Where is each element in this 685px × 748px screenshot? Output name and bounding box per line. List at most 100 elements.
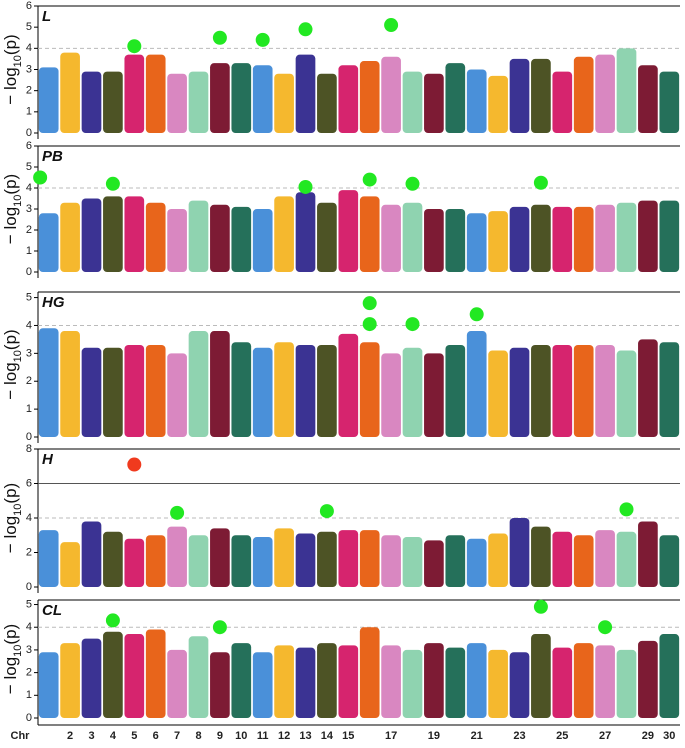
chromosome-cloud [359,61,380,133]
significant-snp [405,176,420,191]
y-tick-label: 5 [26,161,32,173]
significant-snp [384,18,399,33]
chromosome-cloud [81,638,102,718]
chromosome-cloud [231,206,252,272]
y-axis-label-part: 10 [12,504,24,516]
chromosome-cloud [81,347,102,437]
chromosome-cloud [188,636,209,718]
chromosome-cloud [638,200,658,272]
y-tick-label: 0 [26,581,32,593]
x-tick-label: 27 [599,730,611,742]
chromosome-cloud [231,342,252,437]
chromosome-cloud [231,643,252,718]
chromosome-cloud [402,347,423,437]
chromosome-cloud [103,196,123,272]
significant-snp [319,504,334,519]
x-tick-label: 2 [67,730,73,742]
y-tick-label: 4 [26,42,32,54]
y-axis-label-part: (p) [1,174,20,195]
chromosome-cloud [359,530,380,587]
y-axis-label: − log10(p) [1,483,24,553]
chromosome-cloud [338,333,359,437]
y-axis-label-part: (p) [1,329,20,350]
panel-title: H [42,451,54,468]
significant-snp [127,39,142,54]
chromosome-cloud [295,54,316,133]
y-tick-label: 3 [26,63,32,75]
x-tick-label: 7 [174,730,180,742]
chromosome-cloud [60,643,80,718]
chromosome-cloud [103,347,123,437]
chromosome-cloud [466,538,487,587]
chromosome-cloud [338,530,359,587]
chromosome-cloud [402,71,423,133]
chromosome-cloud [274,196,294,272]
chromosome-cloud [167,526,187,587]
y-tick-label: 3 [26,644,32,656]
chromosome-cloud [274,645,294,718]
y-tick-label: 0 [26,431,32,443]
chromosome-cloud [531,204,551,272]
chromosome-cloud [509,347,530,437]
significant-snp [405,317,420,332]
chromosome-cloud [509,58,530,133]
x-axis-label: Chr [11,730,31,742]
y-tick-label: 2 [26,546,32,558]
y-axis-label-part: (p) [1,624,20,645]
chromosome-cloud [188,71,209,133]
chromosome-cloud [573,206,594,272]
chromosome-cloud [424,643,444,718]
x-tick-label: 13 [299,730,311,742]
y-axis-label-part: − log [1,362,20,399]
x-tick-label: 17 [385,730,397,742]
y-axis-label-part: (p) [1,34,20,55]
chromosome-cloud [552,531,573,587]
chromosome-cloud [60,52,80,133]
x-tick-label: 25 [556,730,568,742]
chromosome-cloud [188,331,209,437]
chromosome-cloud [252,536,273,587]
significant-snp [105,176,120,191]
panel-title: L [42,8,51,25]
y-axis-label-part: (p) [1,483,20,504]
chromosome-cloud [445,535,466,587]
significant-snp [298,179,313,194]
chromosome-cloud [531,344,551,437]
chromosome-cloud [381,204,401,272]
y-axis-label-part: − log [1,657,20,694]
chromosome-cloud [573,535,594,587]
chromosome-cloud [381,353,401,437]
x-tick-label: 8 [195,730,201,742]
chromosome-cloud [595,530,615,587]
significant-snp [533,599,548,614]
chromosome-cloud [402,536,423,587]
y-axis-label: − log10(p) [1,624,24,694]
x-tick-label: 14 [321,730,334,742]
chromosome-cloud [81,198,102,272]
y-axis-label-part: − log [1,67,20,104]
chromosome-cloud [466,643,487,718]
chromosome-cloud [488,75,508,133]
significant-snp [255,32,270,47]
chromosome-cloud [466,331,487,437]
chromosome-cloud [638,339,658,437]
chromosome-cloud [359,342,380,437]
chromosome-cloud [38,328,59,437]
chromosome-cloud [659,200,680,272]
chromosome-cloud [595,645,615,718]
y-tick-label: 0 [26,127,32,139]
chromosome-cloud [595,54,615,133]
chromosome-cloud [210,652,230,718]
y-tick-label: 0 [26,266,32,278]
chromosome-cloud [402,202,423,272]
chromosome-cloud [145,54,166,133]
y-axis-label-part: 10 [12,645,24,657]
chromosome-cloud [252,652,273,718]
significant-snp [598,620,613,635]
panel-title: HG [42,294,65,311]
chromosome-cloud [210,63,230,133]
chromosome-cloud [210,528,230,587]
chromosome-cloud [424,209,444,272]
x-tick-label: 15 [342,730,354,742]
